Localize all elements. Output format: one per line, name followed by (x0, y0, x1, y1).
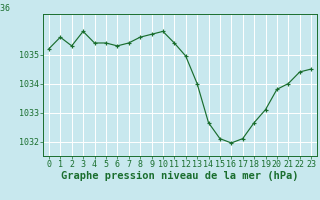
X-axis label: Graphe pression niveau de la mer (hPa): Graphe pression niveau de la mer (hPa) (61, 171, 299, 181)
Text: 1036: 1036 (0, 4, 11, 13)
